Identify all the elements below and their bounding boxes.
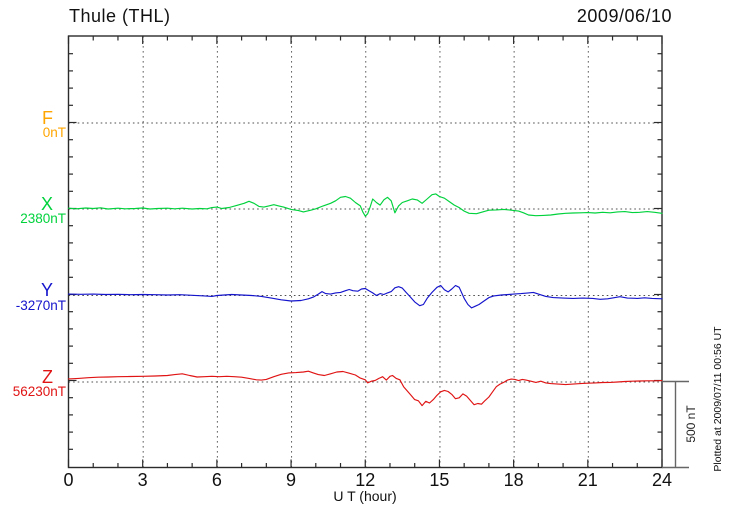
x-tick-label-18: 18 bbox=[503, 470, 524, 490]
x-axis-title: U T (hour) bbox=[333, 488, 397, 504]
x-tick-label-0: 0 bbox=[63, 470, 74, 490]
channel-F-baseline-value: 0nT bbox=[42, 125, 66, 140]
x-tick-label-9: 9 bbox=[286, 470, 297, 490]
channel-Y-letter: Y bbox=[40, 280, 53, 300]
plotted-timestamp-note: Plotted at 2009/07/11 00:56 UT bbox=[712, 326, 724, 472]
date-label: 2009/06/10 bbox=[576, 6, 672, 26]
x-tick-label-15: 15 bbox=[429, 470, 450, 490]
scale-bar-label: 500 nT bbox=[684, 405, 698, 443]
channel-X-baseline-value: 2380nT bbox=[20, 211, 66, 226]
trace-Z bbox=[67, 370, 663, 407]
x-tick-label-3: 3 bbox=[137, 470, 148, 490]
x-tick-label-12: 12 bbox=[355, 470, 376, 490]
channel-Y-baseline-value: -3270nT bbox=[15, 297, 66, 313]
x-tick-label-24: 24 bbox=[651, 470, 673, 490]
page-title: Thule (THL) bbox=[69, 6, 171, 26]
trace-X bbox=[67, 193, 663, 217]
channel-Z-letter: Z bbox=[42, 366, 53, 387]
channel-Z-baseline-value: 56230nT bbox=[12, 384, 66, 399]
x-tick-label-6: 6 bbox=[211, 470, 222, 490]
trace-Y bbox=[67, 284, 663, 309]
channel-X-letter: X bbox=[40, 193, 53, 214]
x-tick-label-21: 21 bbox=[577, 470, 598, 490]
channel-F-letter: F bbox=[42, 107, 53, 128]
